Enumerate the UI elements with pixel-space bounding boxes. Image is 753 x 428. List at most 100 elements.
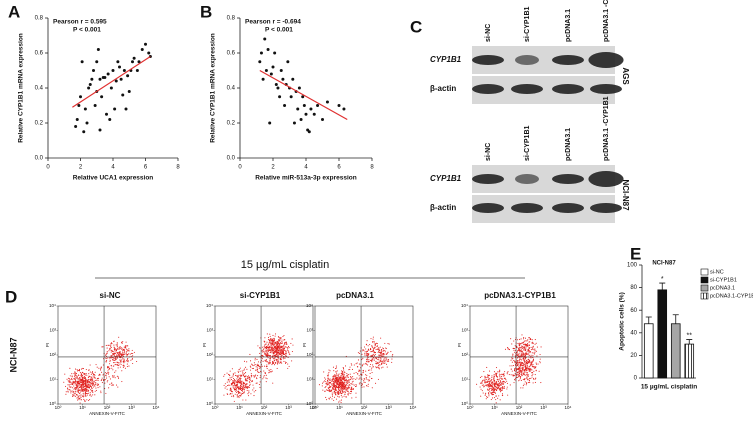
event-dot (248, 392, 249, 393)
event-dot (535, 344, 536, 345)
fit-line (260, 71, 347, 120)
group-label: si-CYP1B1 (240, 291, 281, 300)
y-tick-label: 0.6 (227, 51, 236, 57)
event-dot (88, 390, 89, 391)
event-dot (503, 376, 504, 377)
band (515, 55, 539, 65)
event-dot (497, 386, 498, 387)
event-dot (136, 361, 137, 362)
event-dot (248, 395, 249, 396)
event-dot (238, 388, 239, 389)
event-dot (486, 377, 487, 378)
event-dot (102, 382, 103, 383)
event-dot (92, 372, 93, 373)
event-dot (117, 346, 118, 347)
event-dot (92, 385, 93, 386)
y-tick-label: 10² (206, 352, 213, 357)
event-dot (331, 384, 332, 385)
event-dot (67, 391, 68, 392)
event-dot (245, 367, 246, 368)
event-dot (532, 361, 533, 362)
event-dot (78, 375, 79, 376)
event-dot (280, 358, 281, 359)
x-tick-label: 10¹ (236, 405, 243, 410)
event-dot (113, 362, 114, 363)
event-dot (380, 354, 381, 355)
event-dot (79, 380, 80, 381)
event-dot (117, 387, 118, 388)
event-dot (243, 385, 244, 386)
event-dot (519, 360, 520, 361)
event-dot (267, 378, 268, 379)
event-dot (529, 355, 530, 356)
event-dot (231, 384, 232, 385)
event-dot (333, 387, 334, 388)
event-dot (115, 351, 116, 352)
event-dot (355, 384, 356, 385)
event-dot (330, 382, 331, 383)
event-dot (493, 394, 494, 395)
x-tick-label: 8 (370, 165, 374, 171)
event-dot (327, 384, 328, 385)
point (74, 125, 77, 128)
event-dot (480, 389, 481, 390)
event-dot (497, 398, 498, 399)
event-dot (237, 384, 238, 385)
event-dot (272, 335, 273, 336)
point (296, 108, 299, 111)
event-dot (493, 376, 494, 377)
event-dot (90, 380, 91, 381)
point (108, 118, 111, 121)
event-dot (485, 382, 486, 383)
event-dot (335, 380, 336, 381)
event-dot (488, 395, 489, 396)
event-dot (525, 364, 526, 365)
band (552, 203, 584, 213)
event-dot (77, 394, 78, 395)
event-dot (516, 355, 517, 356)
event-dot (539, 361, 540, 362)
event-dot (111, 368, 112, 369)
event-dot (517, 369, 518, 370)
event-dot (89, 395, 90, 396)
event-dot (500, 399, 501, 400)
band (472, 55, 504, 65)
event-dot (80, 394, 81, 395)
event-dot (336, 375, 337, 376)
event-dot (371, 351, 372, 352)
x-axis-label: ANNEXIN-V-FITC (501, 411, 538, 416)
event-dot (386, 354, 387, 355)
event-dot (101, 346, 102, 347)
event-dot (271, 347, 272, 348)
event-dot (89, 381, 90, 382)
event-dot (496, 389, 497, 390)
event-dot (497, 385, 498, 386)
y-tick-label: 0.0 (35, 156, 44, 162)
event-dot (83, 384, 84, 385)
event-dot (332, 393, 333, 394)
event-dot (241, 375, 242, 376)
event-dot (273, 338, 274, 339)
point (276, 87, 279, 90)
event-dot (483, 392, 484, 393)
event-dot (351, 397, 352, 398)
event-dot (83, 368, 84, 369)
event-dot (260, 348, 261, 349)
event-dot (369, 376, 370, 377)
event-dot (114, 362, 115, 363)
event-dot (253, 368, 254, 369)
event-dot (488, 386, 489, 387)
event-dot (532, 372, 533, 373)
event-dot (337, 383, 338, 384)
event-dot (514, 352, 515, 353)
event-dot (249, 387, 250, 388)
event-dot (278, 361, 279, 362)
event-dot (356, 386, 357, 387)
event-dot (242, 373, 243, 374)
event-dot (237, 391, 238, 392)
event-dot (533, 382, 534, 383)
point (100, 95, 103, 98)
event-dot (333, 400, 334, 401)
event-dot (480, 383, 481, 384)
event-dot (111, 355, 112, 356)
